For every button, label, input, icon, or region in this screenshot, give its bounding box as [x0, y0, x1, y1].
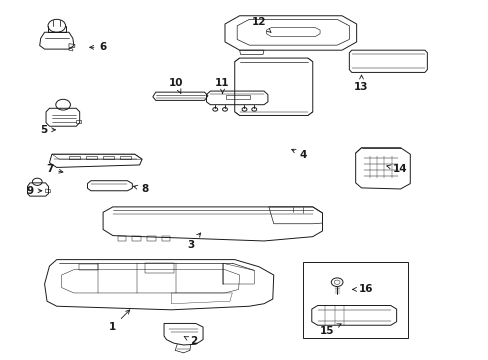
Text: 9: 9 [26, 186, 42, 196]
Text: 3: 3 [187, 233, 200, 249]
Text: 1: 1 [109, 310, 129, 332]
Text: 6: 6 [90, 42, 106, 52]
Text: 11: 11 [215, 78, 229, 94]
Bar [303, 262, 407, 338]
Text: 10: 10 [169, 78, 183, 94]
Text: 14: 14 [386, 164, 407, 174]
Text: 16: 16 [352, 284, 373, 294]
Text: 5: 5 [40, 125, 55, 135]
Text: 4: 4 [291, 149, 306, 160]
Text: 8: 8 [133, 184, 148, 194]
Bar [225, 95, 250, 99]
Text: 2: 2 [184, 336, 197, 346]
Text: 7: 7 [46, 164, 63, 174]
Text: 13: 13 [353, 75, 368, 92]
Text: 15: 15 [320, 324, 341, 336]
Text: 12: 12 [251, 17, 270, 32]
